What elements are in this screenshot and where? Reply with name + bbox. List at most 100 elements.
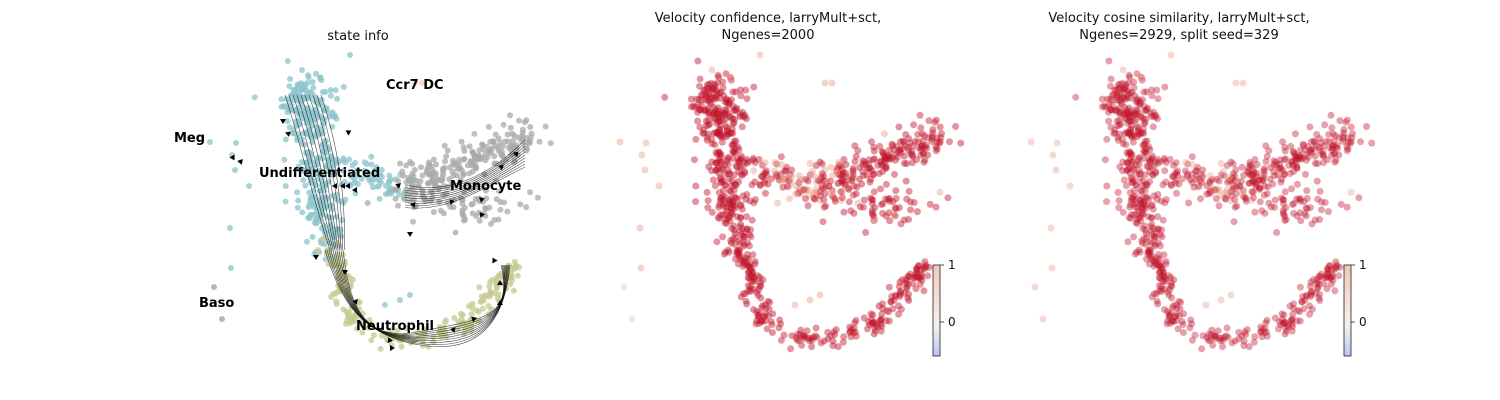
cell-point xyxy=(725,213,733,221)
cell-point xyxy=(1316,216,1323,223)
cell-point xyxy=(882,212,890,220)
cell-point xyxy=(507,112,513,119)
cell-point xyxy=(1141,148,1149,156)
cell-point xyxy=(1137,74,1145,82)
cell-point xyxy=(759,302,766,310)
cell-point xyxy=(751,260,759,268)
cell-point xyxy=(838,165,846,173)
cell-point xyxy=(1245,164,1253,172)
cell-point xyxy=(749,269,757,277)
cell-point xyxy=(710,103,718,111)
cell-point xyxy=(1314,160,1322,168)
cell-point xyxy=(1133,96,1141,104)
cell-point xyxy=(488,149,494,156)
cell-point xyxy=(918,273,925,281)
cell-point xyxy=(1141,137,1149,145)
cell-point xyxy=(1137,200,1145,208)
cell-point xyxy=(804,177,812,185)
cell-point xyxy=(767,175,775,183)
cell-point xyxy=(1303,205,1311,213)
cell-point xyxy=(1152,111,1160,119)
cell-point xyxy=(1111,107,1119,115)
cell-point xyxy=(1331,287,1339,295)
cell-point xyxy=(1323,285,1331,293)
cell-point xyxy=(1126,118,1134,126)
cell-point xyxy=(811,332,819,340)
cell-point xyxy=(1231,172,1239,180)
cell-point xyxy=(831,195,839,203)
cell-point xyxy=(484,154,491,161)
cell-point xyxy=(507,124,514,131)
cell-point xyxy=(616,138,624,146)
cell-point xyxy=(871,324,879,332)
cell-point xyxy=(918,144,926,152)
cell-point xyxy=(743,95,751,103)
cell-point xyxy=(881,155,889,163)
cell-point xyxy=(386,172,393,179)
cell-point xyxy=(900,138,907,146)
colorbar: 1 0 xyxy=(1343,258,1367,357)
cell-point xyxy=(728,182,736,189)
cell-point xyxy=(1130,187,1138,194)
cell-point xyxy=(493,285,500,292)
cell-point xyxy=(893,143,901,150)
cell-point xyxy=(847,176,855,184)
cell-point xyxy=(915,274,923,282)
cell-point xyxy=(1312,142,1320,150)
cell-point xyxy=(743,191,751,198)
cell-point xyxy=(903,283,911,291)
cell-point xyxy=(885,283,893,291)
cell-point xyxy=(1161,167,1169,175)
cell-point xyxy=(820,196,828,204)
cell-point xyxy=(460,144,467,151)
cell-point xyxy=(736,223,744,231)
cell-point xyxy=(749,156,757,164)
cell-point xyxy=(868,206,876,214)
cell-point xyxy=(734,249,742,257)
cell-point xyxy=(368,179,375,186)
cell-point xyxy=(364,200,371,206)
cell-point xyxy=(725,101,733,109)
cell-point xyxy=(1329,273,1336,281)
cell-point xyxy=(1309,276,1317,284)
cell-point xyxy=(827,332,835,340)
cell-point xyxy=(1258,207,1266,215)
cell-point xyxy=(1136,167,1144,175)
cell-point xyxy=(802,175,810,183)
cell-point xyxy=(1132,116,1140,124)
cell-point xyxy=(317,75,323,81)
cell-point xyxy=(875,170,883,177)
cell-point xyxy=(1177,298,1185,306)
cell-point xyxy=(1233,190,1240,198)
cell-point xyxy=(1205,330,1213,338)
cell-point xyxy=(838,188,846,196)
cell-point xyxy=(722,216,730,224)
cell-point xyxy=(747,276,755,284)
cell-point xyxy=(1131,250,1139,258)
cell-point xyxy=(833,168,841,176)
cell-point xyxy=(1137,217,1145,225)
cell-point xyxy=(730,137,738,145)
cell-point xyxy=(728,198,736,206)
cell-point xyxy=(745,158,753,166)
cell-point xyxy=(1142,115,1150,123)
cell-point xyxy=(1299,140,1307,148)
cell-point xyxy=(801,332,808,340)
cell-point xyxy=(694,108,701,116)
cell-point xyxy=(725,196,733,204)
cell-point xyxy=(1141,171,1149,179)
cell-point xyxy=(754,291,762,299)
cell-point xyxy=(732,106,740,114)
cell-point xyxy=(742,195,750,203)
cell-point xyxy=(933,134,941,142)
cell-point xyxy=(929,126,937,133)
cell-point xyxy=(371,332,377,339)
cell-point xyxy=(405,174,412,181)
cell-point xyxy=(691,103,699,111)
cell-point xyxy=(1271,203,1278,211)
cell-point xyxy=(1119,135,1127,143)
cell-point xyxy=(703,188,711,196)
cell-point xyxy=(1288,158,1296,166)
cell-point xyxy=(907,198,914,206)
cell-point xyxy=(378,167,385,173)
